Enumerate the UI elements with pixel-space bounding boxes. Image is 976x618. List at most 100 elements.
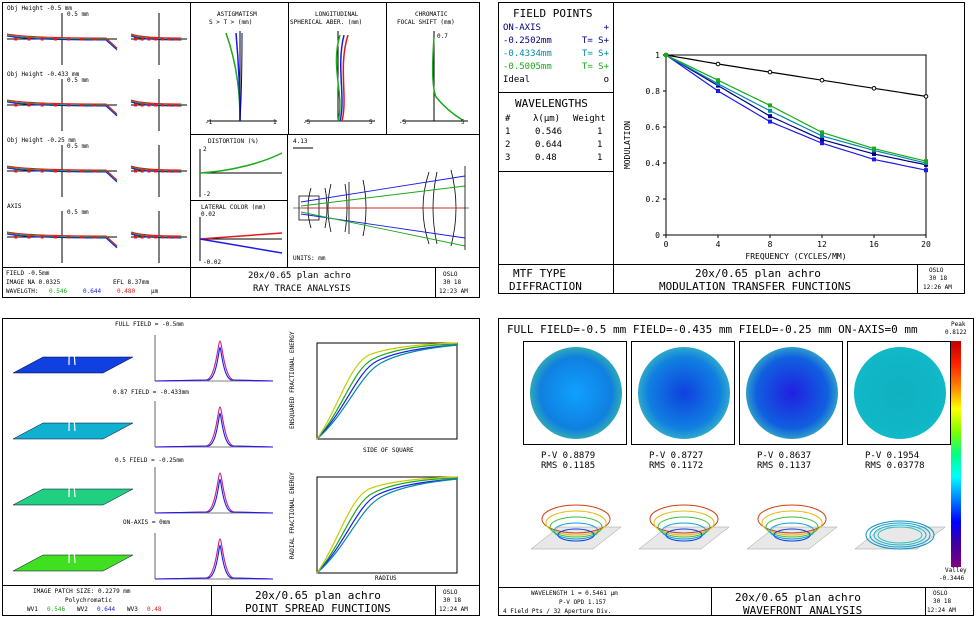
footer-wavelength: WAVELGTH: <box>6 288 39 295</box>
ray-marker <box>140 169 144 173</box>
radial-label: RADIAL FRACTIONAL ENERGY <box>289 472 296 559</box>
ray-marker <box>133 169 137 173</box>
wavefront-pv: P-V 0.1954 <box>865 451 920 461</box>
wavelength-cell: 2 <box>505 140 511 150</box>
wavefront-map-frame <box>631 341 735 445</box>
wl-header-index: # <box>505 114 511 124</box>
mtf-panel: FIELD POINTS ON-AXIS + -0.2502mm T= S+ -0.43… <box>498 2 965 294</box>
wavefront-map <box>638 347 730 439</box>
ray-fan-curve <box>6 100 118 116</box>
ray-marker <box>167 235 171 239</box>
wavefront-base <box>530 526 622 550</box>
chrom-axis-min: -5 <box>399 119 407 126</box>
psf-section-curve <box>154 544 274 580</box>
long-sub: SPHERICAL ABER. (mm) <box>290 19 363 26</box>
peak-label: Peak <box>951 321 966 328</box>
wavelength-row: 2 0.644 1 <box>505 140 611 153</box>
astigmatism-plot <box>207 31 277 122</box>
ray-marker <box>14 37 18 41</box>
wavelength-cell: 1 <box>505 127 511 137</box>
ray-marker <box>14 235 18 239</box>
psf-peak <box>68 474 76 498</box>
field-point-marker: T= S+ <box>581 36 609 46</box>
wavefront-map <box>746 347 838 439</box>
wavefront-rms: RMS 0.1137 <box>757 461 812 471</box>
psf-section-curve <box>154 346 274 382</box>
ray-fan-curve <box>130 233 182 239</box>
divider <box>190 134 479 135</box>
oslo-time: 12:26 AM <box>923 284 952 291</box>
panel-subtitle: RAY TRACE ANALYSIS <box>253 284 351 294</box>
ray-marker <box>80 37 84 41</box>
chrom-axis-max: 5 <box>461 119 465 126</box>
field-point-item: -0.5005mm T= S+ <box>503 62 611 75</box>
valley-value: -0.3446 <box>939 575 965 582</box>
x-tick-label: 0 <box>664 240 669 249</box>
data-point <box>716 78 720 83</box>
data-point <box>820 141 824 146</box>
wavelength-cell: 0.48 <box>535 153 557 163</box>
panel-title: 20x/0.65 plan achro <box>255 589 381 602</box>
wavefront-contour <box>665 528 703 542</box>
field-point-label: Ideal <box>503 75 531 85</box>
data-point <box>872 157 876 162</box>
divider <box>190 267 191 297</box>
wv2-label: WV2 <box>77 606 88 613</box>
radial-energy-plot <box>316 476 458 574</box>
psf-panel: FULL FIELD = -0.5mm 0.87 FIELD = -0.433m… <box>2 318 480 616</box>
ray-fan-curve <box>130 99 182 105</box>
psf-surface <box>12 554 134 572</box>
x-tick-label: 4 <box>716 240 721 249</box>
psf-section-curve <box>154 412 274 448</box>
ensquared-energy-plot <box>316 342 458 440</box>
ray-marker <box>80 169 84 173</box>
x-tick-label: 12 <box>817 240 827 249</box>
y-tick-label: 0.4 <box>646 159 661 168</box>
y-axis-label: MODULATION <box>623 121 632 169</box>
wavelengths-title: WAVELENGTHS <box>515 97 588 110</box>
data-point <box>768 108 772 113</box>
wf-pv-opd: P-V OPD 1.157 <box>559 599 606 606</box>
wl-header-lambda: λ(µm) <box>533 114 561 124</box>
chromatic-focal-shift-plot <box>402 31 468 122</box>
side-label: SIDE OF SQUARE <box>363 447 414 454</box>
data-point <box>768 119 772 124</box>
field-point-marker: T= S+ <box>581 49 609 59</box>
psf-surface <box>12 488 134 506</box>
ensquared-label: ENSQUARED FRACTIONAL ENERGY <box>289 331 296 429</box>
ray-marker <box>67 103 71 107</box>
ray-marker <box>53 169 57 173</box>
wavelength-cell: 1 <box>597 140 603 150</box>
y-tick-label: 1 <box>655 51 660 60</box>
peak-value: 0.8122 <box>945 329 967 336</box>
wavefront-3d-plot <box>854 520 946 550</box>
lateral-min: -0.02 <box>203 259 222 266</box>
ray-marker <box>154 37 158 41</box>
wavefront-contour <box>877 526 923 544</box>
series-line <box>665 54 927 162</box>
valley-label: Valley <box>945 567 967 574</box>
radius-label: RADIUS <box>375 575 397 582</box>
patch-size: IMAGE PATCH SIZE: 0.2279 mm <box>33 588 131 595</box>
series-line <box>665 54 927 171</box>
ray-marker <box>27 169 31 173</box>
wavelength-cell: 0.546 <box>535 127 563 137</box>
wavelength-table: 1 0.546 1 2 0.644 1 3 0.48 1 <box>505 127 611 166</box>
mtf-type-label: MTF TYPE <box>513 267 566 280</box>
ray-marker <box>80 235 84 239</box>
field-point-label: -0.5005mm <box>503 62 552 72</box>
field-point-marker: o <box>603 75 609 85</box>
wavefront-contour <box>557 528 595 542</box>
obj-height-label: Obj Height -0.433 mm <box>7 71 80 78</box>
wavefront-contour <box>773 528 811 542</box>
ray-marker <box>174 103 178 107</box>
wv3-label: WV3 <box>127 606 138 613</box>
wv2-value: 0.644 <box>97 606 116 613</box>
ray-marker <box>14 103 18 107</box>
oslo-date: 30 18 <box>443 279 462 286</box>
data-point <box>768 103 772 108</box>
ray-marker <box>174 37 178 41</box>
psf-section-curve <box>154 340 274 382</box>
chrom-title: CHROMATIC <box>415 11 448 18</box>
divider <box>499 92 613 93</box>
